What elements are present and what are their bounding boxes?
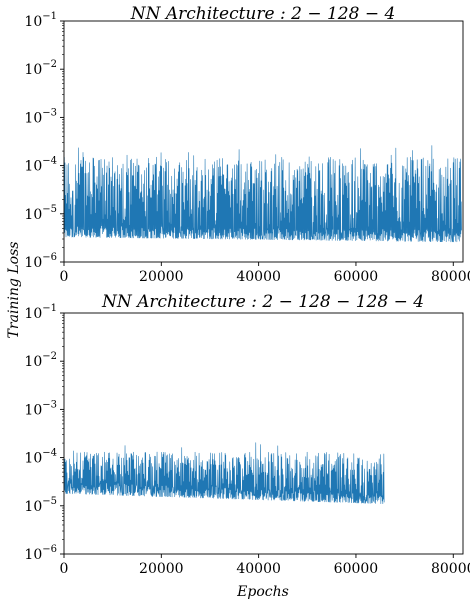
bottom-chart-x-tick-label: 80000 xyxy=(431,561,470,577)
x-axis-label: Epochs xyxy=(236,584,289,600)
bottom-chart-y-tick-label: 10−3 xyxy=(24,399,57,418)
bottom-chart-axes-frame xyxy=(63,312,464,555)
top-chart-panel: NN Architecture : 2 − 128 − 4 10−6 10−5 10… xyxy=(24,4,470,285)
bottom-chart-y-tick-label: 10−1 xyxy=(24,303,57,322)
top-chart-y-tick-label: 10−4 xyxy=(24,156,57,175)
top-chart-axes-frame xyxy=(63,20,464,263)
top-chart-x-tick-label: 0 xyxy=(60,269,69,285)
bottom-chart-y-tick-label: 10−4 xyxy=(24,448,57,467)
top-chart-y-tick-label: 10−6 xyxy=(24,252,57,271)
top-chart-x-tick-label: 80000 xyxy=(431,269,470,285)
top-chart-x-tick-label: 20000 xyxy=(139,269,184,285)
top-chart-y-tick-label: 10−5 xyxy=(24,204,57,223)
top-chart-y-tick-label: 10−2 xyxy=(24,59,57,78)
bottom-chart-x-tick-label: 0 xyxy=(60,561,69,577)
top-chart-y-tick-label: 10−3 xyxy=(24,107,57,126)
bottom-chart-y-tick-label: 10−5 xyxy=(24,496,57,515)
bottom-chart-x-tick-label: 60000 xyxy=(334,561,379,577)
bottom-chart-x-tick-label: 40000 xyxy=(236,561,281,577)
top-chart-loss-series-line xyxy=(64,145,462,243)
bottom-chart-y-tick-label: 10−2 xyxy=(24,351,57,370)
bottom-chart-x-tick-label: 20000 xyxy=(139,561,184,577)
top-chart-y-tick-label: 10−1 xyxy=(24,11,57,30)
top-chart-x-tick-label: 40000 xyxy=(236,269,281,285)
top-chart-x-tick-label: 60000 xyxy=(334,269,379,285)
bottom-chart-y-tick-label: 10−6 xyxy=(24,544,57,563)
bottom-chart-panel: NN Architecture : 2 − 128 − 128 − 4 10−6… xyxy=(24,292,470,577)
y-axis-label: Training Loss xyxy=(6,242,22,339)
top-chart-title: NN Architecture : 2 − 128 − 4 xyxy=(130,4,396,24)
bottom-chart-loss-series-line xyxy=(64,442,385,505)
bottom-chart-title: NN Architecture : 2 − 128 − 128 − 4 xyxy=(101,292,424,312)
